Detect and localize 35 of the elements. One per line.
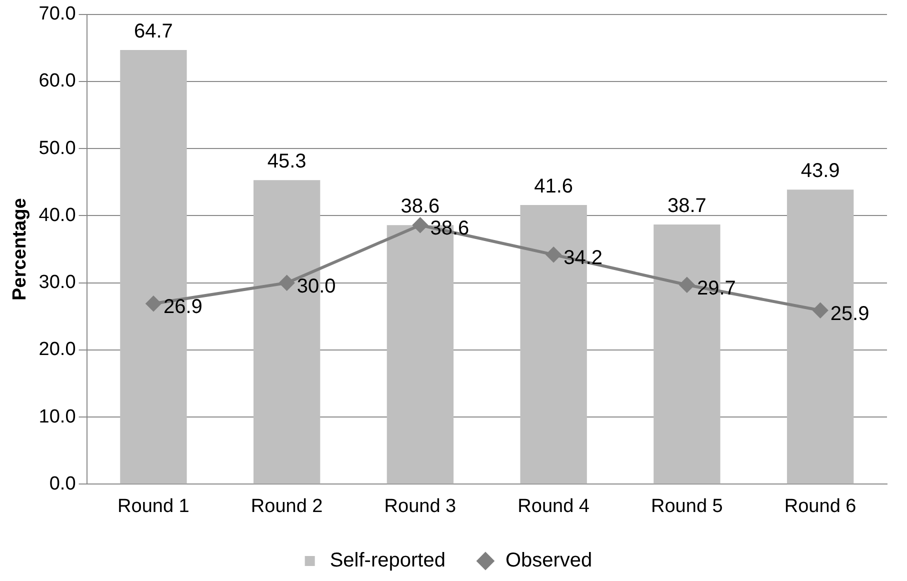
- legend-label: Observed: [505, 550, 592, 572]
- x-tick-label: Round 5: [651, 496, 723, 517]
- data-label: 30.0: [296, 275, 336, 298]
- point: [546, 247, 562, 262]
- y-tick-label: 30.0: [38, 272, 76, 294]
- data-label: 64.7: [134, 20, 173, 42]
- legend-label: Self-reported: [330, 550, 446, 572]
- point: [412, 218, 428, 233]
- x-tick-label: Round 6: [784, 496, 856, 517]
- data-label: 38.7: [667, 194, 706, 217]
- x-tick-label: Round 2: [250, 496, 323, 517]
- data-label: 38.6: [400, 196, 440, 218]
- y-tick-label: 10.0: [38, 406, 76, 428]
- data-label: 45.3: [267, 150, 306, 173]
- y-tick-label: 40.0: [38, 204, 76, 226]
- point: [679, 277, 694, 292]
- x-tick-label: Round 1: [118, 496, 190, 517]
- point: [279, 275, 294, 290]
- x-tick-label: Round 4: [518, 496, 590, 517]
- y-axis-title: Percentage: [10, 198, 31, 301]
- data-label: 26.9: [163, 296, 202, 318]
- data-label: 38.6: [430, 218, 470, 240]
- point: [146, 296, 161, 312]
- data-label: 25.9: [830, 302, 870, 325]
- data-label: 29.7: [696, 277, 736, 300]
- y-tick-label: 0.0: [49, 473, 76, 494]
- data-label: 41.6: [534, 176, 574, 198]
- y-tick-label: 70.0: [38, 4, 76, 25]
- data-label: 43.9: [800, 160, 840, 182]
- y-tick-label: 60.0: [38, 70, 76, 92]
- y-tick-label: 50.0: [38, 138, 76, 159]
- data-label: 34.2: [564, 247, 603, 270]
- x-tick-label: Round 3: [384, 496, 456, 517]
- y-tick-label: 20.0: [38, 339, 76, 360]
- point: [812, 302, 828, 318]
